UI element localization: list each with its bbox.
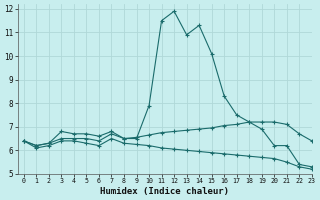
X-axis label: Humidex (Indice chaleur): Humidex (Indice chaleur) bbox=[100, 187, 229, 196]
